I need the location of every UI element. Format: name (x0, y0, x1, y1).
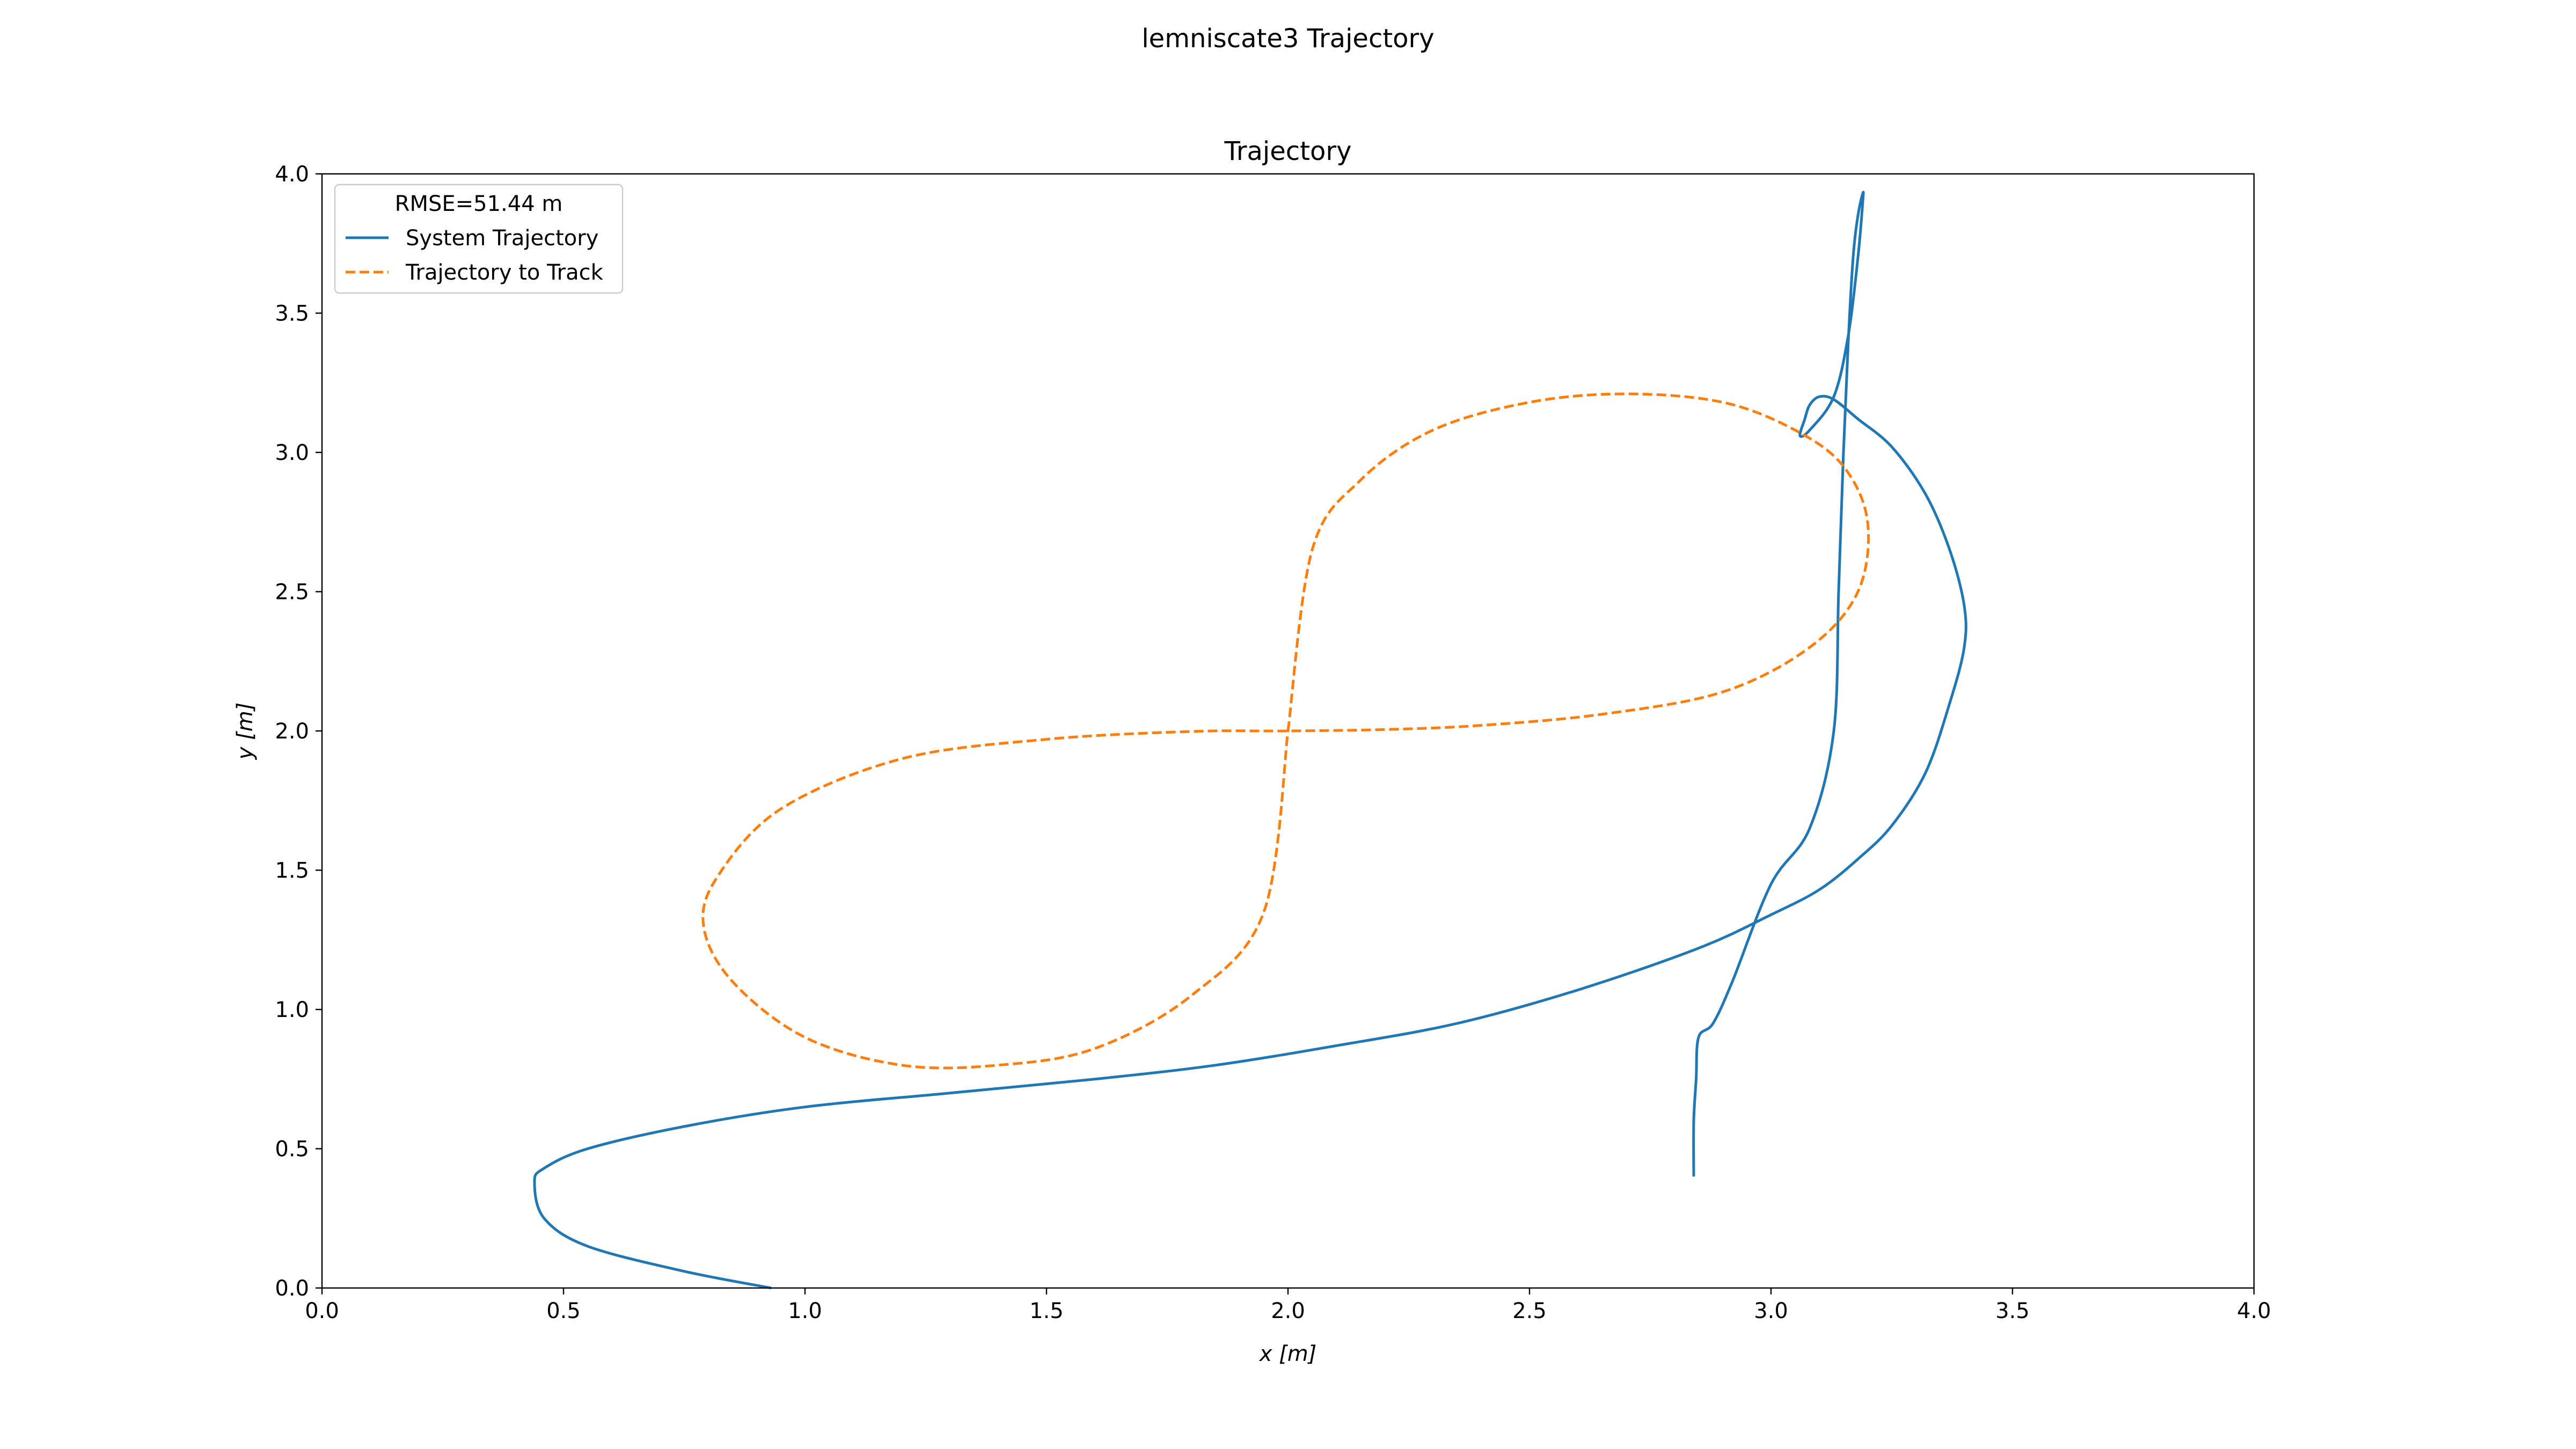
x-tick-label: 3.0 (1754, 1299, 1788, 1323)
series-layer (533, 191, 1967, 1290)
axes-title: Trajectory (1224, 136, 1352, 166)
x-tick-label: 4.0 (2237, 1299, 2271, 1323)
y-axis-label: y [m] (233, 702, 258, 760)
legend-label-system-trajectory: System Trajectory (406, 226, 598, 251)
x-tick-label: 2.5 (1512, 1299, 1547, 1323)
x-axis-label: x [m] (1258, 1342, 1317, 1366)
legend: RMSE=51.44 m System Trajectory Trajector… (334, 184, 624, 294)
x-axis-ticks: 0.0 0.5 1.0 1.5 2.0 2.5 3.0 3.5 4.0 (305, 1288, 2271, 1323)
plot-area (321, 173, 2255, 1290)
x-tick-label: 1.0 (788, 1299, 822, 1323)
y-axis-ticks: 0.0 0.5 1.0 1.5 2.0 2.5 3.0 3.5 4.0 (275, 162, 322, 1301)
legend-title: RMSE=51.44 m (395, 192, 563, 216)
y-tick-label: 2.5 (275, 580, 309, 605)
y-tick-label: 4.0 (275, 162, 309, 187)
y-tick-label: 3.0 (275, 441, 309, 465)
x-tick-label: 3.5 (1995, 1299, 2030, 1323)
series-line-system-trajectory (533, 191, 1967, 1290)
x-tick-label: 2.0 (1271, 1299, 1305, 1323)
y-tick-label: 0.5 (275, 1137, 309, 1162)
legend-label-trajectory-to-track: Trajectory to Track (405, 260, 604, 285)
series-line-trajectory-to-track (701, 392, 1870, 1070)
y-tick-label: 1.0 (275, 998, 309, 1022)
x-tick-label: 0.5 (546, 1299, 581, 1323)
x-tick-label: 1.5 (1029, 1299, 1064, 1323)
y-tick-label: 1.5 (275, 859, 309, 883)
y-tick-label: 3.5 (275, 302, 309, 326)
x-tick-label: 0.0 (305, 1299, 339, 1323)
y-tick-label: 2.0 (275, 719, 309, 744)
legend-box (334, 184, 624, 294)
y-tick-label: 0.0 (275, 1276, 309, 1301)
figure-suptitle: lemniscate3 Trajectory (1141, 24, 1434, 54)
